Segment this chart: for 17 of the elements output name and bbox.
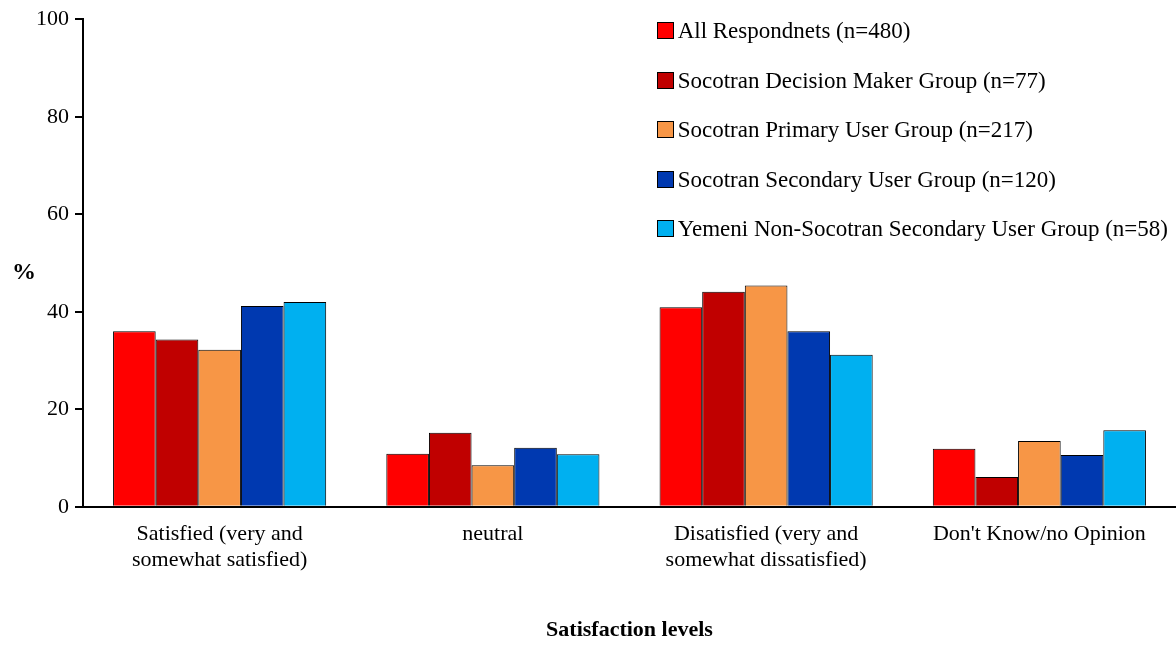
x-tick-label: Satisfied (very and somewhat satisfied) — [131, 519, 308, 572]
y-tick-label: 40 — [47, 297, 69, 323]
x-tick-label: neutral — [462, 519, 524, 545]
legend-label: Socotran Primary User Group (n=217) — [677, 116, 1033, 144]
legend-label: Socotran Decision Maker Group (n=77) — [677, 66, 1046, 95]
y-tick-label: 60 — [47, 200, 69, 226]
x-axis-title: Satisfaction levels — [546, 616, 714, 642]
x-tick-label: Don't Know/no Opinion — [932, 519, 1146, 545]
y-tick-label: 0 — [58, 492, 69, 518]
y-tick-label: 20 — [47, 395, 69, 421]
x-tick-label: Disatisfied (very and somewhat dissatisfied) — [665, 519, 867, 572]
y-tick-label: 80 — [47, 102, 69, 128]
legend-label: Socotran Secondary User Group (n=120) — [677, 165, 1056, 194]
y-axis-title: % — [12, 258, 36, 285]
legend-label: Yemeni Non-Socotran Secondary User Group (n=58) — [677, 215, 1168, 243]
y-tick-label: 100 — [36, 4, 69, 30]
legend-label: All Respondnets (n=480) — [677, 17, 911, 45]
